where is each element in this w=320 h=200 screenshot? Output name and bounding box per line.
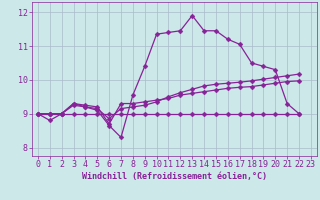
X-axis label: Windchill (Refroidissement éolien,°C): Windchill (Refroidissement éolien,°C) [82, 172, 267, 181]
